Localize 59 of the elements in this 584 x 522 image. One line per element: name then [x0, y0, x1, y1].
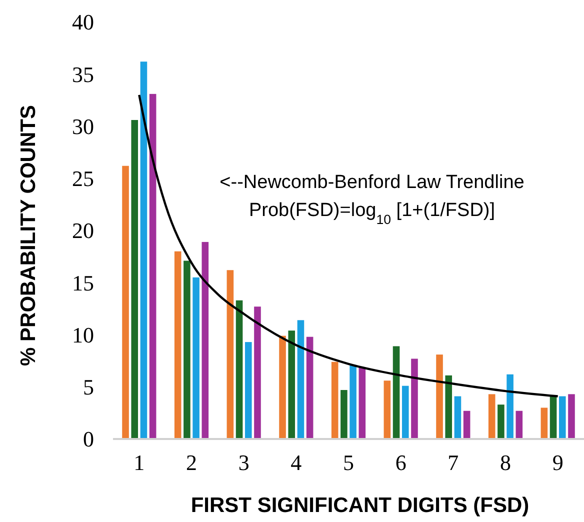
x-tick-label: 4 [290, 450, 302, 475]
bar [558, 396, 566, 439]
bar [488, 394, 496, 439]
bar [411, 358, 418, 439]
bar [506, 374, 514, 439]
bar [122, 166, 129, 439]
x-axis-title: FIRST SIGNIFICANT DIGITS (FSD) [190, 494, 530, 517]
line-series [138, 94, 559, 398]
x-tick-label: 9 [552, 450, 564, 475]
y-tick-label: 40 [72, 10, 94, 35]
bar [568, 394, 575, 439]
bar [254, 306, 261, 439]
annotation: Prob(FSD)=log$_{10}$ [1+(1/FSD)] [248, 200, 496, 226]
bar [192, 277, 200, 439]
bar [131, 120, 138, 439]
annotation: <--Newcomb-Benford Law Trendline [220, 172, 524, 193]
bar [384, 380, 391, 439]
bar [402, 386, 409, 439]
bar [350, 364, 356, 439]
y-tick-label: 35 [72, 62, 94, 87]
bar [226, 270, 234, 439]
bar [236, 300, 243, 439]
x-tick-label: 6 [395, 450, 406, 475]
bar [358, 367, 366, 439]
bar [463, 410, 470, 439]
bar [202, 242, 209, 439]
y-tick-label: 25 [72, 166, 94, 192]
x-tick-label: 1 [134, 450, 145, 475]
bar [174, 251, 182, 439]
bar [331, 362, 338, 439]
y-tick-label: 20 [72, 218, 94, 244]
bar [279, 336, 286, 439]
bar [340, 390, 348, 439]
bar [454, 396, 462, 439]
y-tick-label: 0 [83, 426, 94, 452]
y-axis-title: % PROBABILITY COUNTS [17, 105, 40, 366]
bar [540, 408, 548, 439]
y-tick-label: 10 [72, 322, 94, 348]
bar [436, 354, 443, 439]
y-tick-label: 30 [72, 114, 94, 139]
bar [445, 375, 452, 439]
y-tick-label: 15 [72, 270, 94, 296]
y-tick-label: 5 [83, 374, 94, 400]
bar [498, 404, 504, 439]
bar [550, 396, 557, 439]
bar [288, 330, 296, 439]
x-tick-label: 3 [238, 450, 250, 475]
bar [297, 320, 304, 439]
bar [244, 342, 252, 439]
x-tick-label: 8 [500, 450, 511, 475]
x-tick-label: 5 [343, 450, 354, 475]
bar [392, 346, 400, 439]
bar [184, 260, 190, 439]
x-tick-label: 2 [186, 450, 197, 475]
x-tick-label: 7 [448, 450, 459, 475]
bar [149, 94, 156, 439]
bar [140, 62, 148, 439]
bar [516, 410, 523, 439]
bar [306, 336, 314, 439]
